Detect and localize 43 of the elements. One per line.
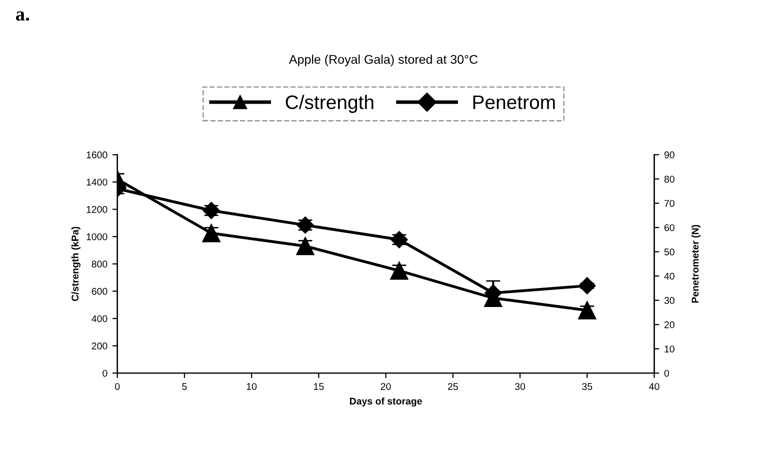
point xyxy=(578,301,596,320)
point xyxy=(202,202,220,220)
point xyxy=(578,277,596,294)
y-tick-label: 400 xyxy=(92,315,108,322)
y-tick-label: 1600 xyxy=(86,151,108,158)
y2-tick-label: 70 xyxy=(664,200,674,207)
y-tick-label: 1400 xyxy=(86,178,108,186)
y2-tick-label: 40 xyxy=(664,272,674,280)
y2-axis-title: Penetrometer (N) xyxy=(691,224,701,303)
y-tick-label: 1200 xyxy=(86,206,108,213)
y2-tick-label: 0 xyxy=(664,370,669,377)
y-axis-title: C/strength (kPa) xyxy=(71,226,80,302)
point xyxy=(296,237,314,256)
chart-title: Apple (Royal Gala) stored at 30°C xyxy=(288,54,478,66)
y-tick-label: 1000 xyxy=(86,233,108,240)
x-tick-label: 35 xyxy=(582,383,592,390)
point xyxy=(390,231,408,248)
y2-tick-label: 60 xyxy=(664,224,674,232)
x-tick-label: 20 xyxy=(380,383,391,390)
y-tick-label: 0 xyxy=(102,370,108,377)
y-tick-label: 200 xyxy=(92,342,108,350)
y2-tick-label: 30 xyxy=(664,297,674,304)
point xyxy=(202,224,220,242)
x-tick-label: 30 xyxy=(514,383,526,390)
x-tick-label: 40 xyxy=(649,383,660,390)
y2-tick-label: 90 xyxy=(664,151,674,158)
x-axis-title: Days of storage xyxy=(350,397,422,407)
legend-label: Penetrom xyxy=(473,96,555,110)
y2-tick-label: 80 xyxy=(664,176,674,183)
y-tick-label: 800 xyxy=(92,260,108,268)
y2-tick-label: 10 xyxy=(664,346,674,352)
x-tick-label: 15 xyxy=(314,383,324,390)
point xyxy=(390,262,408,280)
y-tick-label: 600 xyxy=(92,288,108,295)
legend-label: C/strength xyxy=(286,94,374,113)
y2-tick-label: 20 xyxy=(664,321,674,328)
x-tick-label: 0 xyxy=(115,383,120,390)
x-tick-label: 10 xyxy=(246,383,257,390)
text: a. xyxy=(16,11,30,21)
point xyxy=(296,216,314,234)
x-tick-label: 25 xyxy=(448,383,458,390)
x-tick-label: 5 xyxy=(182,383,187,390)
y2-tick-label: 50 xyxy=(664,248,674,256)
